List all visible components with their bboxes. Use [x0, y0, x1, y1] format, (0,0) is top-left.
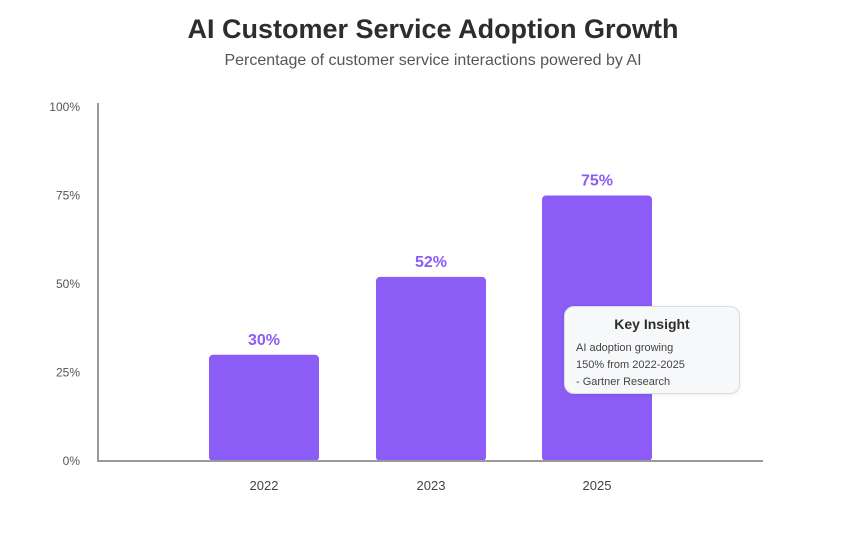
key-insight-line: - Gartner Research [576, 376, 671, 388]
chart-subtitle: Percentage of customer service interacti… [224, 52, 642, 69]
key-insight-box: Key Insight AI adoption growing 150% fro… [564, 306, 740, 394]
key-insight-title: Key Insight [614, 316, 690, 332]
y-tick-label: 25% [56, 366, 80, 380]
y-axis-ticks: 0% 25% 50% 75% 100% [49, 100, 80, 468]
y-tick-label: 100% [49, 100, 80, 114]
y-tick-label: 75% [56, 189, 80, 203]
bar-value-label: 52% [415, 254, 447, 271]
y-tick-label: 0% [63, 454, 81, 468]
bar [209, 354, 319, 461]
x-tick-label: 2022 [250, 478, 279, 493]
chart-title: AI Customer Service Adoption Growth [187, 14, 679, 44]
x-axis-ticks: 2022 2023 2025 [250, 478, 612, 493]
key-insight-line: AI adoption growing [576, 342, 674, 354]
y-tick-label: 50% [56, 277, 80, 291]
bar-value-label: 30% [248, 332, 280, 349]
value-labels: 30% 52% 75% [248, 173, 613, 349]
bar [376, 276, 486, 461]
bar-value-label: 75% [581, 173, 613, 190]
key-insight-line: 150% from 2022-2025 [576, 359, 685, 371]
x-tick-label: 2023 [417, 478, 446, 493]
x-tick-label: 2025 [583, 478, 612, 493]
bars [209, 195, 652, 461]
